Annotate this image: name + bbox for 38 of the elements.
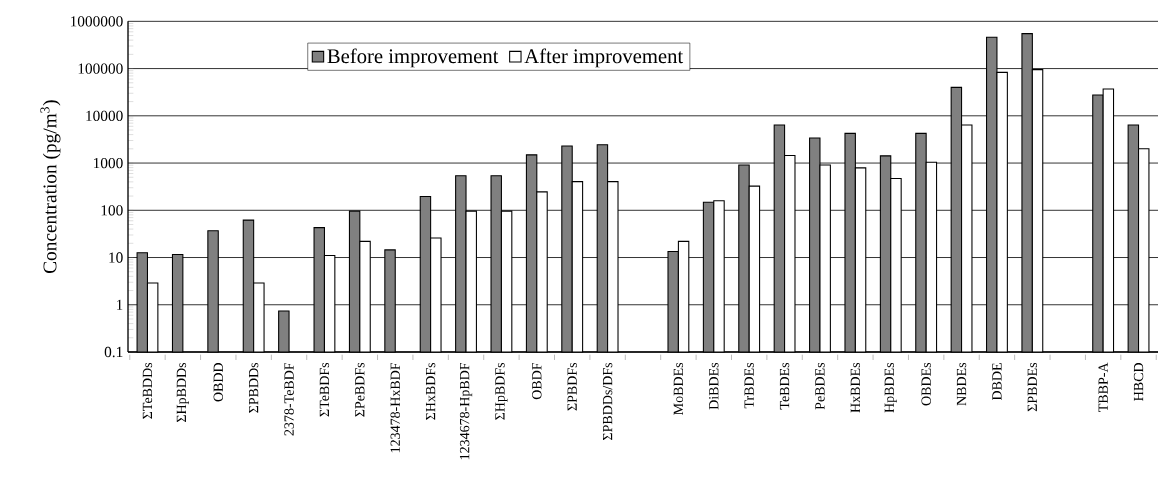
x-tick-label: DBDE	[992, 363, 1002, 401]
x-tick-label: 123478-HxBDF	[390, 362, 400, 453]
x-tick-label: ΣPBDEs	[1027, 362, 1038, 412]
y-tick-label: 1	[116, 299, 123, 310]
x-tick-label: OBDEs	[921, 362, 931, 406]
x-tick-label: ΣHxBDFs	[425, 362, 436, 420]
x-tick-label: 1234678-HpBDF	[459, 362, 473, 460]
x-tick-label: HpBDEs	[884, 362, 897, 413]
legend-label: Before improvement	[327, 48, 499, 68]
x-tick-label: 2378-TeBDF	[284, 362, 294, 436]
x-tick-label: HxBDEs	[850, 362, 861, 413]
x-tick-label: MoBDEs	[673, 362, 684, 415]
y-axis-title: Concentration (pg/m$^{3}$)	[40, 100, 61, 274]
x-tick-label: ΣPBDFs	[567, 362, 577, 411]
x-tick-label: TBBP-A	[1098, 362, 1108, 412]
y-tick-label: 10000	[86, 110, 123, 121]
x-tick-label: TeBDEs	[779, 362, 790, 410]
y-tick-label: 1000000	[70, 16, 123, 27]
x-tick-label: ΣTeBDDs	[142, 362, 153, 419]
x-tick-label: ΣTeBDFs	[319, 362, 330, 417]
x-tick-label: PeBDEs	[815, 362, 825, 410]
x-tick-label: DiBDEs	[709, 362, 719, 410]
y-tick-label: 100000	[78, 63, 123, 74]
x-tick-label: NBDEs	[956, 362, 967, 406]
x-tick-label: OBDF	[532, 362, 542, 400]
x-tick-label: ΣHpBDDs	[176, 362, 189, 423]
y-tick-label: 1000	[93, 157, 123, 169]
x-tick-label: OBDD	[213, 362, 223, 402]
x-tick-label: HBCD	[1133, 362, 1144, 401]
x-tick-label: ΣPBDDs	[249, 362, 259, 413]
x-tick-label: TrBDEs	[744, 362, 754, 409]
y-tick-label: 10	[109, 252, 123, 263]
legend-label: After improvement	[524, 48, 684, 68]
y-tick-label: 100	[101, 205, 123, 216]
x-tick-label: ΣHpBDFs	[495, 362, 508, 420]
x-tick-label: ΣPeBDFs	[355, 362, 365, 417]
x-tick-label: ΣPBDDs/DFs	[602, 362, 613, 441]
y-tick-label: 0.1	[104, 346, 123, 358]
